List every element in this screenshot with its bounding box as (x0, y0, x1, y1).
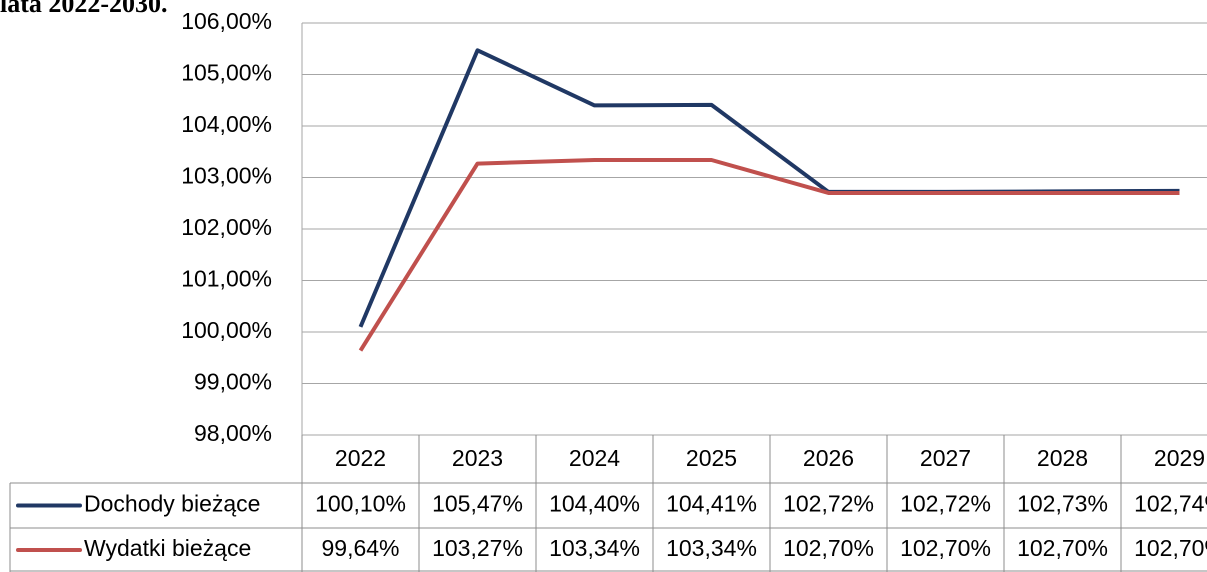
y-tick-label: 98,00% (194, 420, 272, 446)
y-tick-label: 99,00% (194, 369, 272, 395)
y-tick-label: 105,00% (181, 60, 272, 86)
data-label: 103,34% (549, 535, 640, 561)
x-tick-label: 2024 (569, 445, 620, 471)
data-label: 102,73% (1017, 491, 1108, 517)
data-label: 102,70% (1134, 535, 1207, 561)
chart-title: lata 2022-2030. (0, 0, 168, 18)
data-line (358, 157, 1180, 352)
data-label: 102,72% (783, 491, 874, 517)
x-tick-label: 2028 (1037, 445, 1088, 471)
data-label: 102,74% (1134, 491, 1207, 517)
y-tick-label: 100,00% (181, 317, 272, 343)
data-label: 102,70% (1017, 535, 1108, 561)
x-tick-label: 2025 (686, 445, 737, 471)
data-label: 104,40% (549, 491, 640, 517)
data-label: 102,70% (783, 535, 874, 561)
x-tick-label: 2023 (452, 445, 503, 471)
legend-label: Wydatki bieżące (84, 535, 251, 561)
data-line (358, 48, 1180, 328)
y-tick-label: 104,00% (181, 111, 272, 137)
x-tick-label: 2026 (803, 445, 854, 471)
data-label: 103,34% (666, 535, 757, 561)
data-label: 102,72% (900, 491, 991, 517)
x-tick-label: 2029 (1154, 445, 1205, 471)
legend-label: Dochody bieżące (84, 491, 260, 517)
y-tick-label: 106,00% (181, 8, 272, 34)
data-label: 105,47% (432, 491, 523, 517)
data-label: 102,70% (900, 535, 991, 561)
data-label: 104,41% (666, 491, 757, 517)
y-tick-label: 103,00% (181, 163, 272, 189)
data-label: 100,10% (315, 491, 406, 517)
x-tick-label: 2022 (335, 445, 386, 471)
data-label: 99,64% (321, 535, 399, 561)
y-tick-label: 102,00% (181, 214, 272, 240)
y-tick-label: 101,00% (181, 266, 272, 292)
x-tick-label: 2027 (920, 445, 971, 471)
data-label: 103,27% (432, 535, 523, 561)
